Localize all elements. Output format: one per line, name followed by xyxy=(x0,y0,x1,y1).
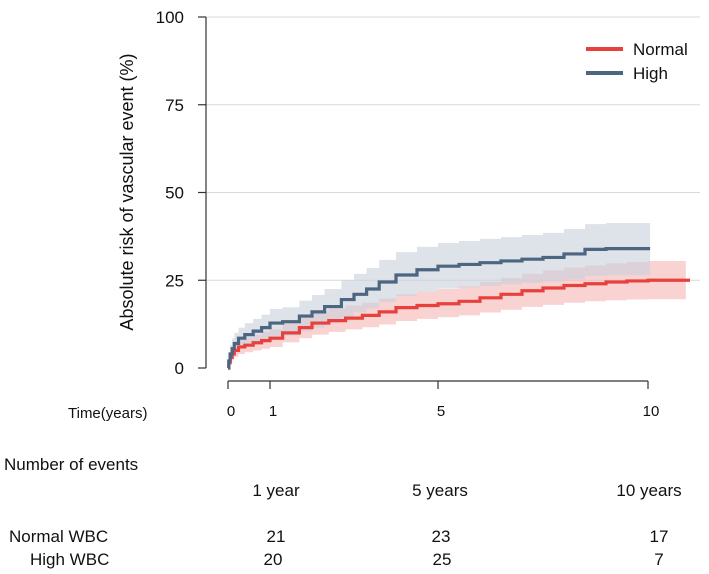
x-axis-label: Time(years) xyxy=(68,405,147,422)
events-normal-1year: 21 xyxy=(266,527,286,546)
events-high-10years: 7 xyxy=(654,550,664,569)
y-tick-label-0: 0 xyxy=(175,359,184,378)
events-normal-10years: 17 xyxy=(649,527,669,546)
events-high-1year: 20 xyxy=(263,550,283,569)
x-tick-label-5: 5 xyxy=(437,403,445,420)
events-table-title: Number of events xyxy=(4,455,139,474)
ci-band-normal xyxy=(228,260,690,368)
events-row-normal-label: Normal WBC xyxy=(9,527,109,546)
events-row-high-label: High WBC xyxy=(30,550,110,569)
events-col-10years: 10 years xyxy=(616,481,682,500)
axes-layer: 0 25 50 75 100 0 1 5 10 xyxy=(156,8,660,420)
x-tick-label-1: 1 xyxy=(269,403,277,420)
legend: Normal High xyxy=(586,40,688,83)
y-tick-label-25: 25 xyxy=(165,271,184,290)
x-tick-label-0: 0 xyxy=(227,403,235,420)
risk-chart: 0 25 50 75 100 0 1 5 10 Absolute risk of vascula… xyxy=(68,8,700,422)
y-tick-label-50: 50 xyxy=(165,184,184,203)
band-layer xyxy=(228,223,690,368)
legend-label-normal: Normal xyxy=(633,40,688,59)
events-col-5years: 5 years xyxy=(412,481,468,500)
line-layer xyxy=(227,247,690,370)
legend-label-high: High xyxy=(633,64,668,83)
y-tick-label-100: 100 xyxy=(156,8,184,27)
events-high-5years: 25 xyxy=(432,550,452,569)
events-col-1year: 1 year xyxy=(252,481,300,500)
y-tick-label-75: 75 xyxy=(165,96,184,115)
events-normal-5years: 23 xyxy=(431,527,451,546)
x-tick-label-10: 10 xyxy=(643,403,660,420)
series-line-high xyxy=(227,247,651,370)
y-axis-label: Absolute risk of vascular event (%) xyxy=(117,53,137,330)
series-line-normal xyxy=(227,278,690,370)
